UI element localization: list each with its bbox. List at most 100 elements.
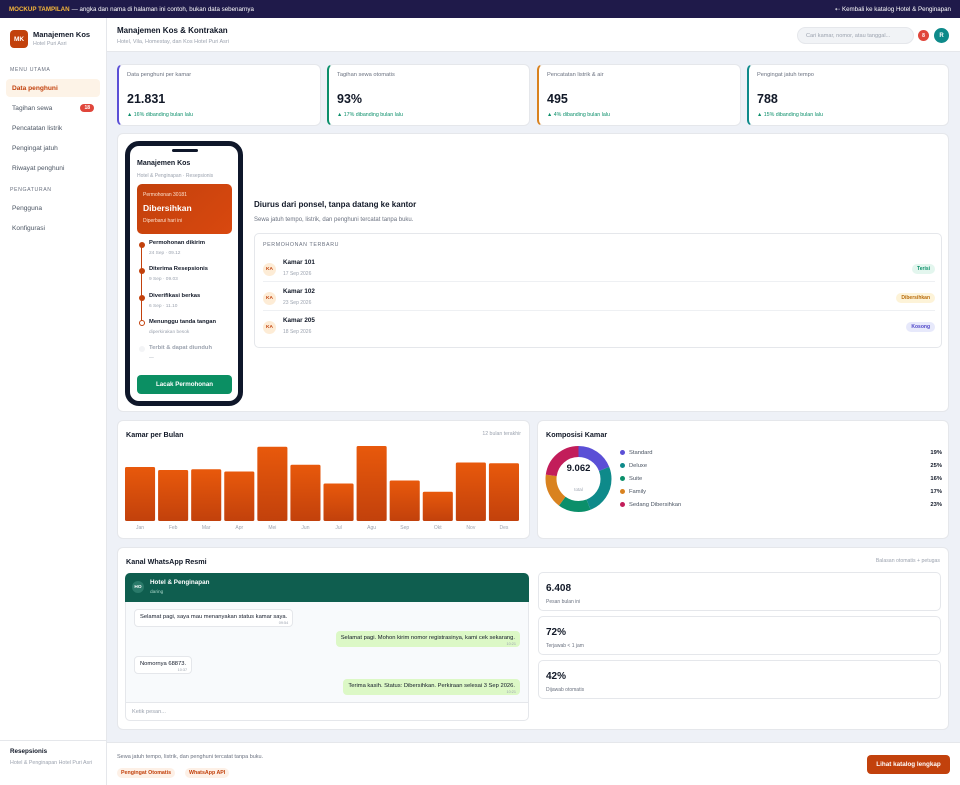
showcase-text: Sewa jatuh tempo, listrik, dan penghuni … <box>254 217 414 223</box>
sidebar-item-label: Tagihan sewa <box>12 104 53 112</box>
request-status: Dibersihkan <box>143 203 192 213</box>
timeline-dot <box>139 295 145 301</box>
sidebar-item-label: Pencatatan listrik <box>12 124 63 132</box>
chat-messages: Selamat pagi, saya mau menanyakan status… <box>125 602 529 702</box>
message-stat-card: 42% Dijawab otomatis <box>538 660 941 699</box>
x-tick-label: Jul <box>335 525 341 531</box>
donut-slice <box>545 446 612 512</box>
legend-swatch <box>620 450 625 455</box>
room-date: 17 Sep 2026 <box>283 271 312 277</box>
legend-swatch <box>620 463 625 468</box>
user-role: Resepsionis <box>10 748 48 755</box>
room-name: Kamar 101 <box>283 259 315 266</box>
avatar[interactable]: R <box>934 28 949 43</box>
timeline-step-title: Diterima Resepsionis <box>149 266 208 272</box>
message-text: Selamat pagi, saya mau menanyakan status… <box>140 614 288 620</box>
mockup-banner: MOCKUP TAMPILAN — angka dan nama di hala… <box>0 0 960 18</box>
bar-jul <box>323 483 354 521</box>
legend-item: Deluxe 25% <box>620 459 942 472</box>
stat-trend: ▲ 15% dibanding bulan lalu <box>757 112 823 118</box>
bar-okt <box>422 491 453 521</box>
x-tick-label: Apr <box>235 525 243 531</box>
donut-chart <box>545 446 612 512</box>
incoming-message: Nomornya 68873. 10:37 <box>134 656 193 674</box>
app-subtitle: Hotel Puri Asri <box>33 41 67 47</box>
legend-label: Deluxe <box>629 462 648 469</box>
outgoing-message: Terima kasih. Status: Dibersihkan. Perki… <box>343 679 520 695</box>
sidebar: MK Manajemen Kos Hotel Puri Asri MENU UT… <box>0 18 107 785</box>
phone-subtitle: Hotel & Penginapan · Resepsionis <box>137 173 214 179</box>
message-text: Terima kasih. Status: Dibersihkan. Perki… <box>348 683 515 689</box>
view-catalog-button[interactable]: Lihat katalog lengkap <box>867 755 950 774</box>
legend-item: Family 17% <box>620 485 942 498</box>
message-time: 10:21 <box>506 690 516 694</box>
status-badge: Dibersihkan <box>896 293 935 303</box>
bar-des <box>488 463 519 521</box>
sidebar-item-pengingat-jatuh[interactable]: Pengingat jatuh <box>6 139 100 157</box>
search-input[interactable]: Cari kamar, nomor, atau tanggal... <box>797 27 914 44</box>
legend-item: Suite 16% <box>620 472 942 485</box>
list-item[interactable]: KA Kamar 205 18 Sep 2026 Kosong <box>263 314 935 340</box>
room-name: Kamar 205 <box>283 317 315 324</box>
status-badge: Terisi <box>912 264 935 274</box>
bar-mei <box>257 446 288 521</box>
message-time: 09:54 <box>278 621 289 625</box>
bar-jan <box>125 467 156 521</box>
user-place: Hotel & Penginapan Hotel Puri Asri <box>10 760 93 766</box>
sidebar-item-riwayat-penghuni[interactable]: Riwayat penghuni <box>6 159 100 177</box>
message-input[interactable]: Ketik pesan... <box>125 702 529 721</box>
legend-value: 19% <box>930 449 942 456</box>
sidebar-item-label: Riwayat penghuni <box>12 164 65 172</box>
timeline-dot <box>139 268 145 274</box>
menu-section-label: MENU UTAMA <box>10 67 51 73</box>
legend-value: 25% <box>930 462 942 469</box>
sidebar-item-label: Data penghuni <box>12 84 58 92</box>
donut-center-label: total <box>574 487 583 492</box>
bar-chart-range: 12 bulan terakhir <box>482 431 521 437</box>
track-request-button[interactable]: Lacak Permohonan <box>137 375 232 394</box>
bar-chart: Jan Feb Mar Apr Mei Jun Jul Agu Sep Okt Nov Des <box>125 446 519 531</box>
timeline-step-time: 6 Sep · 11.10 <box>149 304 178 309</box>
chat-header: HO Hotel & Penginapan daring <box>125 573 529 602</box>
app-title: Manajemen Kos <box>33 30 91 39</box>
app-logo: MK <box>10 30 28 48</box>
recent-requests-label: PERMOHONAN TERBARU <box>263 242 340 248</box>
whatsapp-note: Balasan otomatis + petugas <box>875 558 940 564</box>
x-tick-label: Des <box>500 525 509 531</box>
donut-slice <box>545 446 612 512</box>
legend-label: Family <box>629 488 647 495</box>
donut-center-value: 9.062 <box>566 463 591 474</box>
x-tick-label: Agu <box>367 525 376 531</box>
legend-value: 16% <box>930 475 942 482</box>
contact-name: Hotel & Penginapan <box>150 579 210 586</box>
x-tick-label: Jan <box>136 525 144 531</box>
message-stat-label: Terjawab < 1 jam <box>546 643 584 649</box>
message-time: 10:37 <box>177 668 188 672</box>
mockup-note: — angka dan nama di halaman ini contoh, … <box>71 5 254 13</box>
sidebar-item-pengguna[interactable]: Pengguna <box>6 199 100 217</box>
legend-label: Sedang Dibersihkan <box>629 501 682 508</box>
message-stat-card: 6.408 Pesan bulan ini <box>538 572 941 611</box>
timeline-step-title: Menunggu tanda tangan <box>149 319 216 325</box>
sidebar-item-label: Pengguna <box>12 204 43 212</box>
stat-card-pengingat: Pengingat jatuh tempo 788 ▲ 15% dibandin… <box>747 64 949 126</box>
page-title: Manajemen Kos & Kontrakan <box>117 26 228 35</box>
phone-notch <box>172 149 198 152</box>
sidebar-item-pencatatan-listrik[interactable]: Pencatatan listrik <box>6 119 100 137</box>
sidebar-item-konfigurasi[interactable]: Konfigurasi <box>6 219 100 237</box>
room-date: 18 Sep 2026 <box>283 329 312 335</box>
timeline-step-time: — <box>149 356 154 361</box>
list-item[interactable]: KA Kamar 102 23 Sep 2026 Dibersihkan <box>263 285 935 311</box>
legend-label: Standard <box>629 449 653 456</box>
legend-swatch <box>620 489 625 494</box>
sidebar-item-tagihan-sewa[interactable]: Tagihan sewa 18 <box>6 99 100 117</box>
sidebar-item-label: Konfigurasi <box>12 224 45 232</box>
legend-item: Standard 19% <box>620 446 942 459</box>
message-time: 10:21 <box>506 642 516 646</box>
list-item[interactable]: KA Kamar 101 17 Sep 2026 Terisi <box>263 256 935 282</box>
notification-badge[interactable]: 8 <box>918 30 929 41</box>
sidebar-item-data-penghuni[interactable]: Data penghuni <box>6 79 100 97</box>
back-to-catalog-link[interactable]: ⇠ Kembali ke katalog Hotel & Penginapan <box>835 5 951 13</box>
page-subtitle: Hotel, Vila, Homestay, dan Kos Hotel Pur… <box>117 39 229 45</box>
x-tick-label: Mar <box>202 525 211 531</box>
